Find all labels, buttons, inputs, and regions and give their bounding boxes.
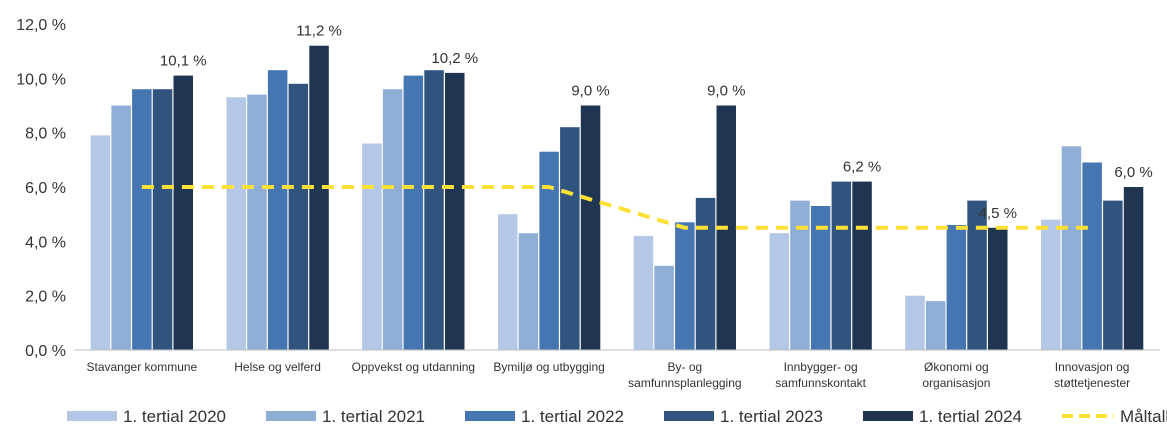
legend-swatch (266, 411, 316, 421)
bar (831, 181, 852, 350)
bar (247, 94, 267, 350)
x-tick-label: Helse og velferd (234, 360, 321, 374)
bar (790, 200, 810, 350)
legend-label: 1. tertial 2022 (521, 407, 624, 426)
y-tick-label: 10,0 % (16, 71, 66, 88)
legend-label: 1. tertial 2021 (322, 407, 425, 426)
x-tick-label: samfunnsplanlegging (628, 376, 741, 390)
bar (1082, 162, 1102, 350)
bar (445, 72, 465, 351)
bar (925, 301, 946, 350)
data-label: 9,0 % (571, 83, 609, 100)
data-label: 11,2 % (296, 23, 342, 40)
legend-swatch (465, 411, 515, 421)
bar (1041, 219, 1061, 350)
bar (111, 105, 131, 350)
y-tick-label: 2,0 % (25, 289, 66, 306)
bar (403, 75, 424, 350)
bar (424, 70, 444, 350)
x-tick-label: By- og (668, 360, 703, 374)
bar (988, 227, 1008, 351)
data-label: 10,1 % (160, 53, 207, 70)
bar (852, 181, 872, 350)
legend-label: 1. tertial 2024 (919, 407, 1022, 426)
bar (675, 222, 695, 350)
legend-swatch (67, 411, 117, 421)
bar (173, 75, 193, 350)
legend-swatch (664, 411, 714, 421)
bar (309, 45, 329, 350)
bar (633, 235, 654, 350)
y-tick-label: 12,0 % (16, 17, 66, 34)
legend-label: 1. tertial 2023 (720, 407, 823, 426)
data-label: 6,2 % (843, 159, 881, 176)
y-tick-label: 6,0 % (25, 180, 66, 197)
bar (946, 225, 967, 350)
x-tick-label: Økonomi og (924, 360, 989, 374)
bar (539, 151, 559, 350)
data-label: 9,0 % (707, 83, 745, 100)
bar (1061, 146, 1082, 351)
bar (560, 127, 580, 350)
y-tick-label: 0,0 % (25, 343, 66, 360)
bar (967, 200, 987, 350)
x-tick-label: Innovasjon og (1055, 360, 1130, 374)
bar (267, 70, 288, 350)
bar (654, 265, 674, 350)
x-tick-label: organisasjon (922, 376, 990, 390)
x-tick-label: samfunnskontakt (775, 376, 866, 390)
data-label: 6,0 % (1114, 164, 1152, 181)
x-tick-label: Stavanger kommune (87, 360, 198, 374)
legend-label: Måltall per år (1120, 407, 1167, 426)
bar (498, 214, 518, 350)
data-label: 4,5 % (979, 205, 1017, 222)
bar (810, 206, 831, 350)
bar (90, 135, 111, 350)
y-tick-label: 4,0 % (25, 234, 66, 251)
bar (580, 105, 601, 350)
bar (288, 83, 309, 351)
x-tick-label: støttetjenester (1054, 376, 1130, 390)
legend-label: 1. tertial 2020 (123, 407, 226, 426)
x-tick-label: Innbygger- og (784, 360, 858, 374)
data-label: 10,2 % (431, 50, 478, 67)
bar (518, 233, 539, 350)
bar (382, 89, 403, 350)
legend-swatch (863, 411, 913, 421)
y-tick-label: 8,0 % (25, 126, 66, 143)
bar (362, 143, 382, 350)
bar (695, 197, 716, 350)
bar (769, 233, 789, 350)
bar (1103, 200, 1123, 350)
bar (1123, 187, 1144, 350)
bar (132, 89, 152, 350)
bar (152, 89, 173, 350)
bar (226, 97, 246, 350)
x-tick-label: Bymiljø og utbygging (493, 360, 604, 374)
bar (905, 295, 925, 350)
x-tick-label: Oppvekst og utdanning (352, 360, 475, 374)
